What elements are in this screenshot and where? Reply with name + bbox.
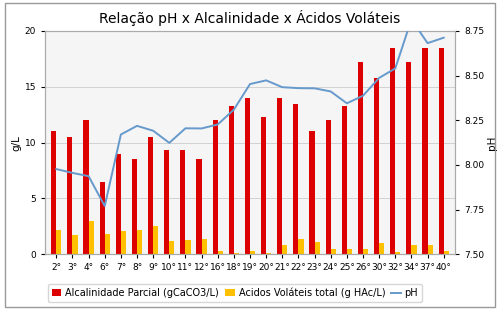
Bar [88, 221, 94, 254]
Bar [406, 62, 412, 254]
pH [312, 86, 318, 90]
Bar [314, 242, 320, 254]
pH [440, 36, 446, 40]
Y-axis label: pH: pH [487, 135, 497, 150]
Bar [132, 159, 137, 254]
pH [376, 76, 382, 80]
Bar [137, 230, 142, 254]
Bar [212, 120, 218, 254]
Line: pH: pH [56, 20, 444, 206]
pH [54, 167, 60, 171]
Bar [342, 106, 347, 254]
pH [182, 126, 188, 130]
Bar [330, 249, 336, 254]
Bar [68, 137, 72, 254]
pH [70, 171, 75, 175]
Bar [444, 251, 449, 254]
Bar [84, 120, 88, 254]
Bar [121, 231, 126, 254]
pH [392, 67, 398, 70]
Bar [245, 98, 250, 254]
Bar [326, 120, 330, 254]
pH [360, 94, 366, 98]
pH [150, 129, 156, 133]
pH [86, 174, 91, 178]
Bar [298, 239, 304, 254]
pH [247, 82, 253, 86]
Bar [104, 234, 110, 254]
Bar [266, 253, 272, 254]
Bar [148, 137, 153, 254]
pH [134, 124, 140, 128]
Title: Relação pH x Alcalinidade x Ácidos Voláteis: Relação pH x Alcalinidade x Ácidos Volát… [100, 10, 401, 26]
pH [424, 41, 430, 45]
Bar [379, 243, 384, 254]
pH [263, 78, 269, 82]
Bar [72, 235, 78, 254]
pH [214, 123, 220, 126]
Bar [100, 182, 104, 254]
Bar [358, 62, 363, 254]
Bar [196, 159, 202, 254]
pH [198, 126, 204, 130]
pH [102, 204, 107, 208]
pH [344, 101, 350, 105]
Bar [228, 106, 234, 254]
Bar [310, 131, 314, 254]
Bar [422, 48, 428, 254]
Bar [412, 245, 416, 254]
Bar [294, 104, 298, 254]
Bar [390, 48, 396, 254]
Bar [438, 48, 444, 254]
Bar [277, 98, 282, 254]
pH [328, 90, 334, 93]
pH [231, 108, 237, 112]
Legend: Alcalinidade Parcial (gCaCO3/L), Acidos Voláteis total (g HAc/L), pH: Alcalinidade Parcial (gCaCO3/L), Acidos … [48, 284, 422, 302]
pH [408, 18, 414, 21]
Bar [186, 240, 190, 254]
Bar [428, 245, 432, 254]
Bar [164, 150, 170, 254]
Bar [180, 150, 186, 254]
Bar [51, 131, 57, 254]
Bar [116, 154, 121, 254]
Bar [250, 251, 255, 254]
Bar [218, 251, 223, 254]
pH [280, 85, 285, 89]
pH [296, 86, 302, 90]
Bar [282, 245, 288, 254]
Bar [202, 239, 206, 254]
Bar [374, 78, 379, 254]
Bar [234, 253, 239, 254]
pH [118, 133, 124, 136]
Bar [261, 117, 266, 254]
Bar [153, 226, 158, 254]
Bar [170, 241, 174, 254]
Bar [347, 249, 352, 254]
Bar [363, 249, 368, 254]
pH [166, 141, 172, 145]
Bar [56, 230, 62, 254]
Bar [396, 252, 400, 254]
Y-axis label: g/L: g/L [12, 135, 22, 151]
